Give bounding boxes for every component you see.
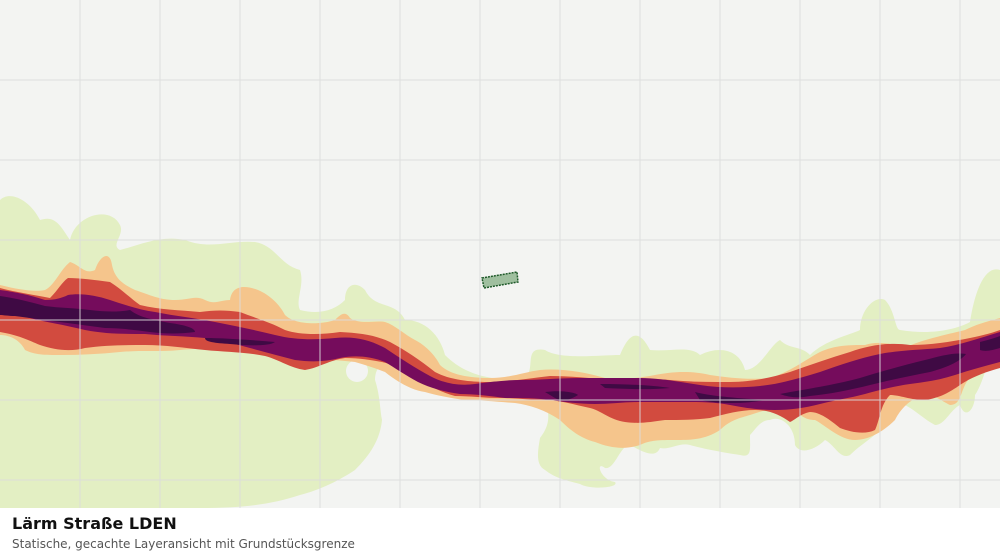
noise-band-4: [0, 290, 1000, 410]
map-grid: [0, 0, 1000, 508]
layer-subtitle: Statische, gecachte Layeransicht mit Gru…: [12, 537, 355, 551]
map-canvas: [0, 0, 1000, 508]
parcel-boundary[interactable]: [481, 271, 519, 289]
map-caption: Lärm Straße LDEN Statische, gecachte Lay…: [0, 508, 1000, 560]
layer-title: Lärm Straße LDEN: [12, 514, 177, 533]
noise-band-1: [0, 196, 1000, 508]
map-view[interactable]: [0, 0, 1000, 508]
